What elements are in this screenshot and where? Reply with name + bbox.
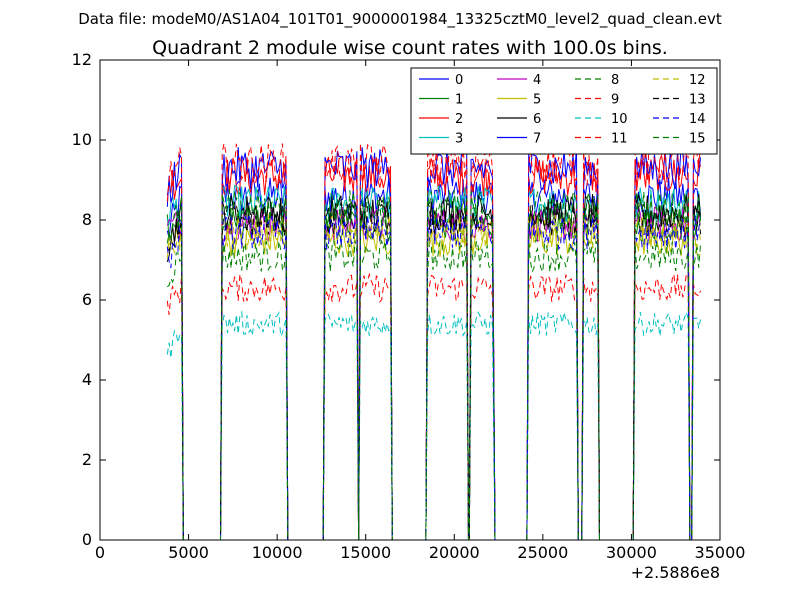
x-tick-label: 0 <box>95 543 105 562</box>
legend-box <box>410 67 718 155</box>
legend-label: 5 <box>533 93 541 108</box>
legend-label: 11 <box>611 132 628 147</box>
series-line-10 <box>166 310 701 541</box>
x-tick-label: 25000 <box>517 543 568 562</box>
plot-lines <box>166 142 701 541</box>
y-tick-label: 10 <box>72 130 92 149</box>
series-line-5 <box>166 223 701 541</box>
legend-label: 12 <box>689 73 706 88</box>
series-line-8 <box>166 239 701 541</box>
legend-label: 7 <box>533 132 541 147</box>
legend-label: 8 <box>611 73 619 88</box>
legend-label: 1 <box>455 93 463 108</box>
series-line-14 <box>166 214 701 541</box>
x-tick-label: 30000 <box>606 543 657 562</box>
x-tick-label: 10000 <box>252 543 303 562</box>
x-tick-label: 20000 <box>429 543 480 562</box>
y-tick-label: 8 <box>82 210 92 229</box>
legend-label: 2 <box>455 112 463 127</box>
series-line-7 <box>166 145 701 541</box>
y-tick-label: 0 <box>82 530 92 549</box>
y-tick-label: 2 <box>82 450 92 469</box>
x-tick-label: 35000 <box>695 543 746 562</box>
legend-label: 6 <box>533 112 541 127</box>
series-line-4 <box>166 206 701 541</box>
chart-title: Quadrant 2 module wise count rates with … <box>152 37 668 59</box>
series-line-12 <box>166 213 701 541</box>
series-line-9 <box>166 272 701 541</box>
y-tick-label: 12 <box>72 50 92 69</box>
x-tick-label: 15000 <box>340 543 391 562</box>
series-line-15 <box>166 189 701 541</box>
legend-label: 3 <box>455 132 463 147</box>
figure-suptitle: Data file: modeM0/AS1A04_101T01_90000019… <box>78 10 722 29</box>
axis-ticks: 0 5000 10000 15000 20000 25000 30000 35000 0 2 4 6 8… <box>72 50 746 562</box>
x-tick-label: 5000 <box>168 543 209 562</box>
series-line-6 <box>166 193 701 541</box>
legend-label: 10 <box>611 112 628 127</box>
y-tick-label: 4 <box>82 370 92 389</box>
legend-label: 15 <box>689 132 706 147</box>
legend-label: 14 <box>689 112 706 127</box>
legend-label: 13 <box>689 93 706 108</box>
series-line-1 <box>166 206 701 541</box>
series-line-11 <box>166 142 701 541</box>
series-line-13 <box>166 200 701 541</box>
x-offset-label: +2.5886e8 <box>631 563 720 582</box>
legend-label: 4 <box>533 73 541 88</box>
y-tick-label: 6 <box>82 290 92 309</box>
legend-label: 0 <box>455 73 463 88</box>
legend-label: 9 <box>611 93 619 108</box>
